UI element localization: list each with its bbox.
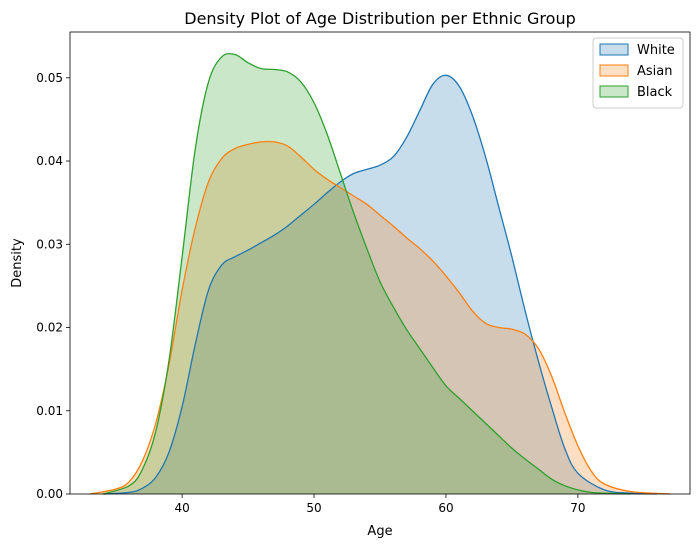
x-axis-label: Age — [367, 524, 392, 539]
x-tick-label: 50 — [306, 501, 321, 515]
legend-label-black: Black — [637, 85, 673, 100]
y-axis-label: Density — [10, 238, 25, 288]
y-axis-ticks: 0.00 0.01 0.02 0.03 0.04 0.05 — [36, 71, 70, 501]
density-fills — [89, 53, 671, 494]
y-tick-label: 0.00 — [36, 487, 63, 501]
legend-label-asian: Asian — [637, 64, 672, 79]
y-tick-label: 0.03 — [36, 237, 63, 251]
legend-swatch-asian — [599, 64, 629, 77]
y-tick-label: 0.04 — [36, 154, 63, 168]
legend-swatch-black — [599, 85, 629, 98]
density-area-asian — [89, 141, 671, 494]
density-line-white — [102, 74, 658, 495]
x-tick-label: 40 — [174, 501, 189, 515]
x-axis-ticks: 40 50 60 70 — [174, 494, 586, 515]
y-tick-label: 0.01 — [36, 404, 63, 418]
density-lines — [89, 52, 671, 495]
chart-title: Density Plot of Age Distribution per Eth… — [184, 9, 576, 28]
plot-frame — [69, 31, 691, 495]
x-tick-label: 60 — [438, 501, 453, 515]
legend-swatch-white — [599, 43, 629, 56]
x-tick-label: 70 — [570, 501, 585, 515]
density-area-white — [102, 75, 658, 494]
density-line-asian — [89, 140, 671, 495]
legend: White Asian Black — [592, 37, 684, 109]
y-tick-label: 0.05 — [36, 71, 63, 85]
density-area-black — [102, 53, 631, 494]
y-tick-label: 0.02 — [36, 321, 63, 335]
legend-label-white: White — [637, 43, 675, 58]
density-line-black — [102, 52, 631, 495]
